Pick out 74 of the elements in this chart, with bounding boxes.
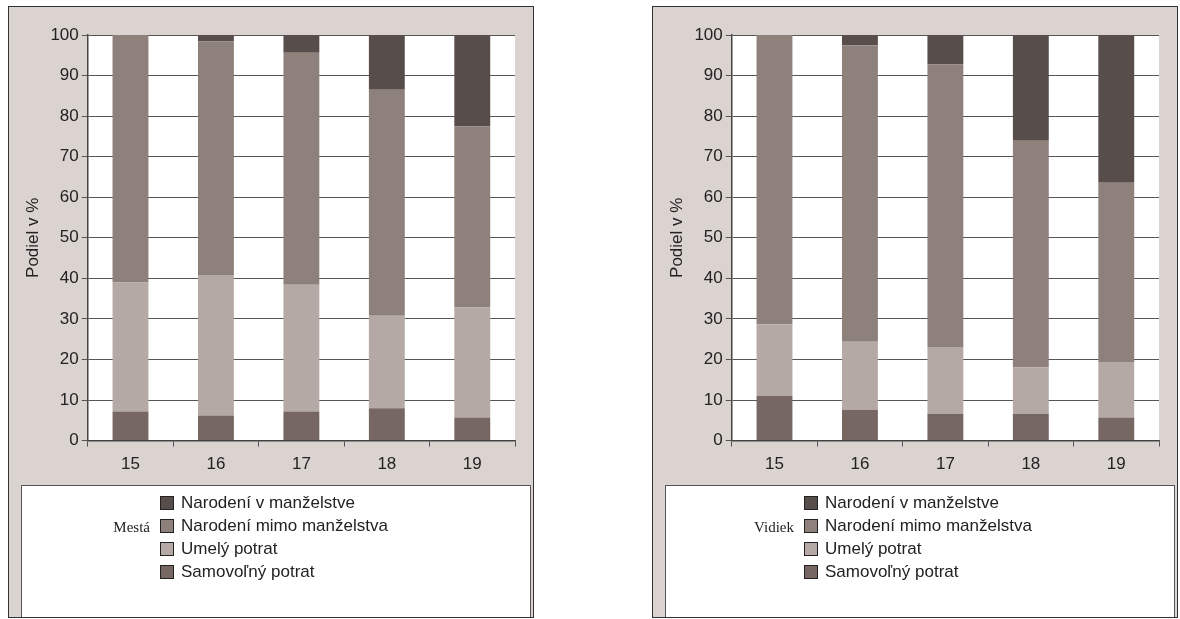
x-tick-label: 19: [1106, 454, 1126, 474]
y-tick-label: 70: [703, 146, 723, 166]
x-tick-label: 17: [935, 454, 955, 474]
x-tick-label: 15: [121, 454, 140, 474]
legend-label: Narodení mimo manželstva: [181, 515, 388, 536]
bar: [112, 411, 149, 441]
bar: [368, 408, 405, 441]
y-tick-label: 70: [59, 146, 79, 166]
bar: [454, 417, 491, 441]
bar: [1012, 367, 1049, 414]
y-tick-label: 30: [59, 308, 79, 328]
bar: [454, 126, 491, 308]
bar: [1098, 361, 1135, 418]
legend-title: Mestá: [112, 519, 151, 536]
y-tick-label: 40: [59, 268, 79, 288]
bar: [197, 41, 234, 276]
y-tick-label: 100: [50, 24, 79, 44]
legend-title: Vidiek: [753, 519, 795, 536]
legend-label: Narodení mimo manželstva: [825, 515, 1032, 536]
x-tick-label: 18: [377, 454, 397, 474]
y-tick-label: 100: [694, 24, 723, 44]
bar: [1098, 417, 1135, 441]
x-tick-label: 15: [765, 454, 784, 474]
y-tick-label: 0: [69, 430, 79, 450]
x-tick-label: 16: [206, 454, 226, 474]
bar: [841, 409, 878, 441]
y-tick-label: 90: [59, 65, 79, 85]
y-tick-label: 50: [703, 227, 723, 247]
y-tick-label: 60: [59, 186, 79, 206]
bar: [927, 64, 964, 347]
legend-label: Samovoľný potrat: [825, 561, 959, 582]
y-tick-label: 50: [59, 227, 79, 247]
bar: [454, 307, 491, 418]
x-tick-label: 19: [462, 454, 482, 474]
y-tick-label: 30: [703, 308, 723, 328]
legend-label: Umelý potrat: [825, 538, 922, 559]
bar: [1012, 140, 1049, 368]
bar: [756, 324, 793, 396]
y-tick-label: 0: [713, 430, 723, 450]
y-tick-label: 20: [703, 349, 723, 369]
bar: [1012, 413, 1049, 441]
legend-label: Narodení v manželstve: [825, 492, 999, 513]
y-tick-label: 80: [59, 105, 79, 125]
bar: [756, 35, 793, 325]
bar: [197, 415, 234, 441]
x-tick-label: 18: [1021, 454, 1041, 474]
bar: [1098, 182, 1135, 362]
y-axis-title: Podiel v %: [22, 197, 42, 278]
bar: [112, 282, 149, 412]
bar: [927, 413, 964, 441]
bar: [927, 346, 964, 414]
y-tick-label: 60: [703, 186, 723, 206]
y-axis-title: Podiel v %: [666, 197, 686, 278]
bar: [197, 275, 234, 416]
x-tick-label: 17: [291, 454, 311, 474]
bar: [841, 341, 878, 410]
y-tick-label: 80: [703, 105, 723, 125]
bar: [841, 45, 878, 342]
bar: [283, 284, 320, 412]
y-tick-label: 90: [703, 65, 723, 85]
legend-label: Umelý potrat: [181, 538, 278, 559]
bar: [283, 411, 320, 441]
bar: [368, 89, 405, 316]
bar: [283, 52, 320, 285]
x-tick-label: 16: [850, 454, 870, 474]
y-tick-label: 20: [59, 349, 79, 369]
y-tick-label: 10: [59, 389, 79, 409]
legend-label: Narodení v manželstve: [181, 492, 355, 513]
y-tick-label: 40: [703, 268, 723, 288]
bar: [368, 315, 405, 409]
bar: [756, 395, 793, 441]
legend-label: Samovoľný potrat: [181, 561, 315, 582]
y-tick-label: 10: [703, 389, 723, 409]
bar: [112, 35, 149, 283]
